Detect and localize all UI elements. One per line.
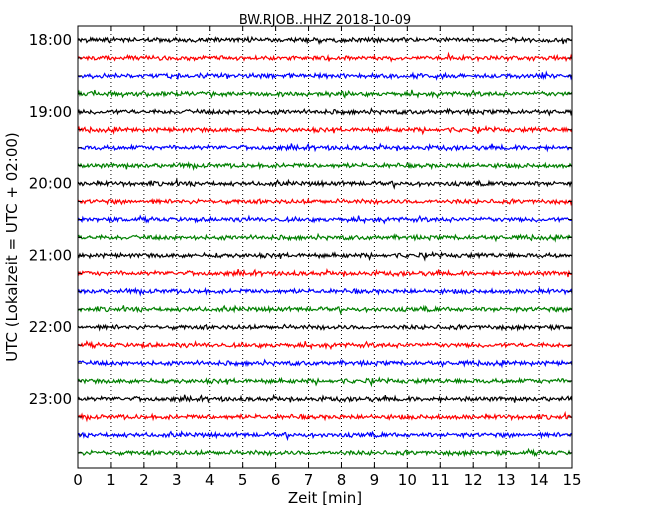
trace-2045 — [77, 232, 572, 243]
trace-lines — [77, 35, 573, 458]
trace-1930 — [77, 142, 573, 153]
trace-2130 — [77, 285, 573, 297]
trace-2145 — [77, 304, 573, 316]
plot-frame — [77, 25, 573, 469]
trace-1845 — [77, 89, 573, 99]
trace-1800 — [77, 35, 573, 46]
trace-2300 — [77, 393, 573, 404]
chart-title: BW.RJOB..HHZ 2018-10-09 — [239, 13, 411, 28]
trace-1900 — [77, 107, 573, 117]
trace-2200 — [77, 323, 573, 332]
y-tick-label: 21:00 — [29, 246, 72, 264]
trace-2345 — [77, 447, 573, 458]
trace-2000 — [77, 177, 573, 190]
x-tick-label: 9 — [370, 471, 380, 489]
x-axis-label: Zeit [min] — [288, 489, 362, 507]
x-tick-label: 5 — [238, 471, 248, 489]
trace-2100 — [77, 250, 573, 262]
y-axis-label: UTC (Lokalzeit = UTC + 02:00) — [3, 132, 21, 362]
y-tick-label: 20:00 — [29, 175, 72, 193]
y-tick-label: 23:00 — [29, 390, 72, 408]
y-tick-label: 22:00 — [29, 318, 72, 336]
trace-1945 — [77, 160, 573, 172]
trace-2030 — [77, 214, 573, 225]
x-tick-label: 7 — [304, 471, 314, 489]
x-tick-label: 6 — [271, 471, 281, 489]
x-tick-label: 14 — [530, 471, 549, 489]
x-tick-label: 10 — [398, 471, 417, 489]
x-tick-label: 15 — [562, 471, 581, 489]
x-tick-label: 13 — [497, 471, 516, 489]
trace-1915 — [77, 124, 573, 136]
x-tick-label: 8 — [337, 471, 347, 489]
x-tick-label: 11 — [431, 471, 450, 489]
y-tick-label: 18:00 — [29, 31, 72, 49]
x-tick-label: 1 — [106, 471, 116, 489]
trace-2330 — [77, 429, 573, 442]
x-tick-label: 4 — [205, 471, 215, 489]
trace-2115 — [77, 268, 573, 278]
y-tick-label: 19:00 — [29, 103, 72, 121]
trace-2215 — [77, 340, 572, 351]
x-axis-ticks: 0 1 2 3 4 5 6 7 8 9 10 11 12 13 14 15 — [73, 26, 582, 489]
trace-2245 — [77, 376, 573, 388]
x-tick-label: 12 — [464, 471, 483, 489]
y-axis-ticks: 18:00 19:00 20:00 21:00 22:00 23:00 — [29, 31, 572, 454]
x-tick-label: 3 — [172, 471, 182, 489]
grid-lines — [110, 26, 540, 468]
trace-1815 — [77, 51, 573, 63]
x-tick-label: 0 — [73, 471, 83, 489]
trace-2230 — [77, 358, 573, 369]
x-tick-label: 2 — [139, 471, 149, 489]
trace-2015 — [77, 197, 573, 207]
trace-1830 — [77, 70, 573, 81]
trace-2315 — [77, 410, 573, 423]
